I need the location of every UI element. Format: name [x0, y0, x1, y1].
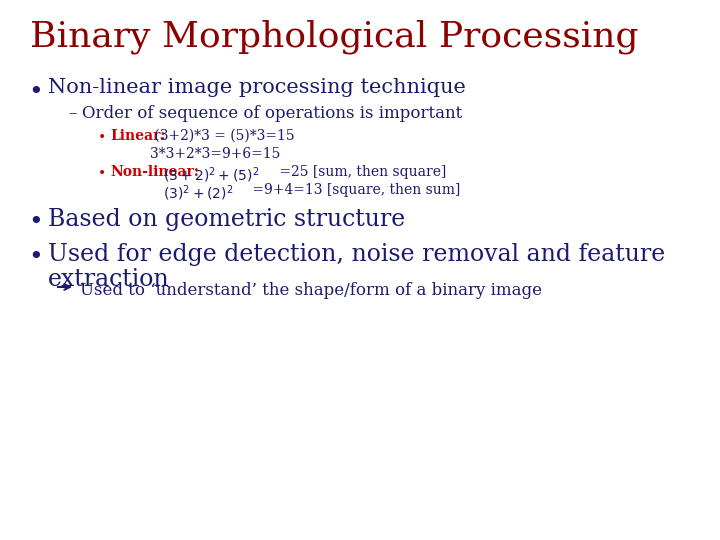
Text: •: •: [98, 166, 107, 180]
Text: $(3)^2 + (2)^2$: $(3)^2 + (2)^2$: [163, 183, 233, 202]
Text: Binary Morphological Processing: Binary Morphological Processing: [30, 20, 639, 55]
Text: $(3+2)^2 + (5)^2$: $(3+2)^2 + (5)^2$: [163, 165, 259, 185]
Text: Used to ‘understand’ the shape/form of a binary image: Used to ‘understand’ the shape/form of a…: [80, 282, 542, 299]
Text: =9+4=13 [square, then sum]: =9+4=13 [square, then sum]: [248, 183, 460, 197]
Text: –: –: [68, 105, 76, 122]
Text: =25 [sum, then square]: =25 [sum, then square]: [275, 165, 446, 179]
Text: 3*3+2*3=9+6=15: 3*3+2*3=9+6=15: [150, 147, 280, 161]
Text: Order of sequence of operations is important: Order of sequence of operations is impor…: [82, 105, 462, 122]
Text: •: •: [28, 80, 42, 104]
Text: (3+2)*3 = (5)*3=15: (3+2)*3 = (5)*3=15: [150, 129, 294, 143]
Text: •: •: [28, 245, 42, 269]
Text: Based on geometric structure: Based on geometric structure: [48, 208, 405, 231]
Text: •: •: [28, 210, 42, 234]
Text: •: •: [98, 130, 107, 144]
Text: Non-linear image processing technique: Non-linear image processing technique: [48, 78, 466, 97]
Text: Used for edge detection, noise removal and feature: Used for edge detection, noise removal a…: [48, 243, 665, 266]
Text: Non-linear:: Non-linear:: [110, 165, 199, 179]
Text: Linear:: Linear:: [110, 129, 166, 143]
Text: extraction: extraction: [48, 268, 170, 291]
